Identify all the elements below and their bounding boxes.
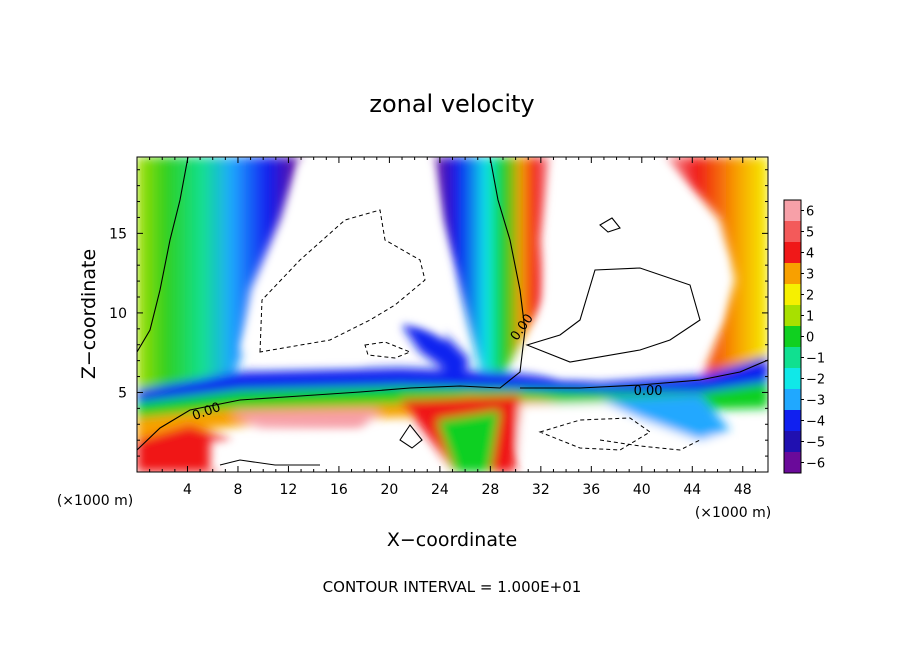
colorbar: 6 5 4 3 2 1 0 −1 −2 −3 −4 −5 −6 bbox=[783, 199, 825, 474]
x-tick-label: 24 bbox=[431, 482, 449, 498]
x-tick-label: 36 bbox=[582, 482, 600, 498]
x-tick-label: 12 bbox=[280, 482, 298, 498]
colorbar-label: −1 bbox=[806, 352, 825, 367]
colorbar-label: 3 bbox=[806, 268, 814, 283]
colorbar-label: −2 bbox=[806, 373, 825, 388]
colorbar-swatch bbox=[784, 389, 801, 411]
x-tick-label: 44 bbox=[683, 482, 701, 498]
x-tick-label: 40 bbox=[633, 482, 651, 498]
velocity-field bbox=[137, 157, 768, 472]
x-tick-label: 28 bbox=[481, 482, 499, 498]
colorbar-swatch bbox=[784, 221, 801, 243]
x-tick-label: 16 bbox=[330, 482, 348, 498]
colorbar-swatch bbox=[784, 431, 801, 453]
colorbar-swatch bbox=[784, 452, 801, 474]
colorbar-swatch bbox=[784, 305, 801, 327]
colorbar-label: 0 bbox=[806, 331, 814, 346]
colorbar-swatch bbox=[784, 368, 801, 390]
contour-lines-dashed bbox=[259, 209, 701, 451]
colorbar-label: 6 bbox=[806, 205, 814, 220]
colorbar-label: −3 bbox=[806, 394, 825, 409]
colorbar-swatch bbox=[784, 284, 801, 306]
y-tick-label: 10 bbox=[109, 306, 127, 322]
colorbar-swatch bbox=[784, 242, 801, 264]
y-tick-label: 5 bbox=[118, 385, 127, 401]
colorbar-swatch bbox=[784, 326, 801, 348]
colorbar-label: 5 bbox=[806, 226, 814, 241]
colorbar-swatch bbox=[784, 263, 801, 285]
colorbar-label: 4 bbox=[806, 247, 814, 262]
colorbar-label: −5 bbox=[806, 436, 825, 451]
x-axis: 4 8 12 16 20 24 28 32 36 40 44 48 bbox=[149, 157, 756, 498]
y-unit-label: (×1000 m) bbox=[57, 493, 133, 509]
y-axis-label: Z−coordinate bbox=[78, 249, 100, 379]
x-tick-label: 8 bbox=[233, 482, 242, 498]
colorbar-label: −6 bbox=[806, 457, 825, 472]
chart-title: zonal velocity bbox=[369, 90, 534, 118]
colorbar-swatch bbox=[784, 347, 801, 369]
x-tick-label: 48 bbox=[734, 482, 752, 498]
colorbar-swatch bbox=[784, 200, 801, 222]
x-tick-label: 20 bbox=[380, 482, 398, 498]
x-tick-label: 4 bbox=[183, 482, 192, 498]
colorbar-label: 1 bbox=[806, 310, 814, 325]
colorbar-label: 2 bbox=[806, 289, 814, 304]
colorbar-swatch bbox=[784, 410, 801, 432]
x-unit-label: (×1000 m) bbox=[695, 505, 771, 521]
x-tick-label: 32 bbox=[532, 482, 550, 498]
contour-label: 0.00 bbox=[634, 384, 663, 399]
contour-interval-note: CONTOUR INTERVAL = 1.000E+01 bbox=[323, 578, 582, 596]
colorbar-label: −4 bbox=[806, 415, 825, 430]
contour-lines bbox=[137, 157, 768, 466]
x-axis-label: X−coordinate bbox=[387, 529, 517, 551]
y-axis: 5 10 15 bbox=[109, 169, 768, 457]
y-tick-label: 15 bbox=[109, 226, 127, 242]
